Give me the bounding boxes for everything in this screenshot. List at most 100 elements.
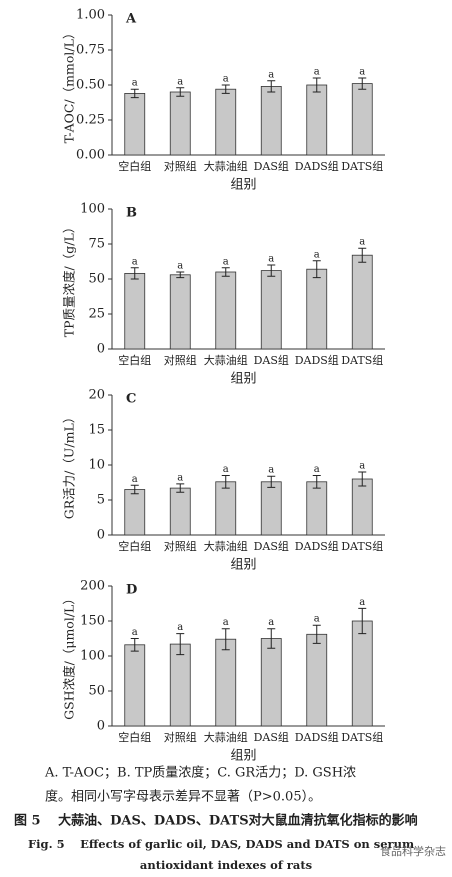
x-tick-label: DATS组 <box>341 159 383 173</box>
error-bar <box>358 77 367 90</box>
x-tick-label: 对照组 <box>164 353 197 367</box>
significance-letter: a <box>268 254 274 265</box>
bar <box>351 478 373 536</box>
x-tick-label: DATS组 <box>341 353 383 367</box>
x-tick-label: 空白组 <box>118 730 151 744</box>
significance-letter: a <box>359 67 365 78</box>
y-axis-label: TP质量浓度/（g/L） <box>62 221 77 337</box>
y-tick-label: 0 <box>97 342 105 357</box>
y-tick-label: 100 <box>80 649 105 664</box>
error-bar <box>221 267 230 277</box>
significance-letter: a <box>223 74 229 85</box>
significance-letter: a <box>177 261 183 272</box>
error-bar <box>312 624 321 644</box>
panel-letter: C <box>126 392 136 407</box>
error-bar <box>130 267 139 280</box>
x-tick-label: DADS组 <box>295 730 339 744</box>
x-tick-label: DADS组 <box>295 539 339 553</box>
y-tick-label: 0 <box>97 719 105 734</box>
x-tick-label: 对照组 <box>164 730 197 744</box>
bar <box>124 272 146 350</box>
bar <box>215 638 237 727</box>
error-bar <box>267 475 276 488</box>
x-tick-label: 对照组 <box>164 159 197 173</box>
watermark: 食品科学杂志 <box>380 844 446 858</box>
x-tick-label: DATS组 <box>341 539 383 553</box>
bar <box>306 481 328 536</box>
y-axis-label: T-AOC/（mmol/L） <box>62 27 77 144</box>
significance-letter: a <box>177 76 183 87</box>
x-tick-label: 大蒜油组 <box>204 159 248 173</box>
bar <box>124 644 146 727</box>
y-tick-label: 10 <box>88 458 105 473</box>
significance-letter: a <box>359 597 365 608</box>
significance-letter: a <box>132 78 138 89</box>
error-bar <box>358 471 367 487</box>
bar <box>306 84 328 156</box>
error-bar <box>221 84 230 94</box>
figure-title-en: Fig. 5 Effects of garlic oil, DAS, DADS … <box>28 837 414 851</box>
y-tick-label: 20 <box>88 388 105 403</box>
bar <box>260 270 282 350</box>
error-bar <box>221 628 230 651</box>
x-tick-label: 空白组 <box>118 353 151 367</box>
caption-line: A. T-AOC；B. TP质量浓度；C. GR活力；D. GSH浓 <box>44 765 356 781</box>
significance-letter: a <box>223 464 229 475</box>
error-bar <box>358 607 367 635</box>
x-tick-label: 大蒜油组 <box>204 730 248 744</box>
significance-letter: a <box>268 465 274 476</box>
bar <box>306 633 328 727</box>
significance-letter: a <box>314 464 320 475</box>
significance-letter: a <box>268 69 274 80</box>
error-bar <box>312 260 321 279</box>
significance-letter: a <box>314 614 320 625</box>
x-tick-label: 空白组 <box>118 539 151 553</box>
y-tick-label: 0 <box>97 528 105 543</box>
significance-letter: a <box>359 461 365 472</box>
error-bar <box>130 484 139 495</box>
y-tick-label: 0.75 <box>76 43 105 58</box>
bar <box>124 489 146 536</box>
error-bar <box>267 80 276 93</box>
bar <box>169 91 191 156</box>
significance-letter: a <box>359 237 365 248</box>
bar <box>169 274 191 350</box>
significance-letter: a <box>132 256 138 267</box>
y-tick-label: 150 <box>80 614 105 629</box>
error-bar <box>267 264 276 277</box>
y-axis-label: GSH浓度/（μmol/L） <box>62 592 77 720</box>
significance-letter: a <box>223 256 229 267</box>
y-tick-label: 0.00 <box>76 148 105 163</box>
x-tick-label: 大蒜油组 <box>204 539 248 553</box>
error-bar <box>221 475 230 489</box>
x-tick-label: 对照组 <box>164 539 197 553</box>
error-bar <box>312 77 321 93</box>
figure-title-en: antioxidant indexes of rats <box>140 858 312 872</box>
caption-line: 度。相同小写字母表示差异不显著（P>0.05）。 <box>45 789 321 805</box>
significance-letter: a <box>132 474 138 485</box>
significance-letter: a <box>177 622 183 633</box>
y-tick-label: 50 <box>88 684 105 699</box>
x-axis-label: 组别 <box>230 749 256 764</box>
significance-letter: a <box>268 617 274 628</box>
figure-title-cn: 图 5 大蒜油、DAS、DADS、DATS对大鼠血清抗氧化指标的影响 <box>14 813 418 829</box>
y-tick-label: 0.25 <box>76 113 105 128</box>
significance-letter: a <box>177 472 183 483</box>
y-axis-label: GR活力/（U/mL） <box>62 411 77 520</box>
significance-letter: a <box>132 627 138 638</box>
error-bar <box>267 628 276 649</box>
bar <box>260 86 282 156</box>
y-tick-label: 50 <box>88 272 105 287</box>
bar <box>215 271 237 350</box>
bar <box>351 620 373 727</box>
y-tick-label: 200 <box>80 579 105 594</box>
bar <box>215 88 237 156</box>
error-bar <box>176 271 185 279</box>
panel-letter: D <box>126 583 137 598</box>
bar <box>169 487 191 536</box>
error-bar <box>130 88 139 99</box>
y-tick-label: 5 <box>97 493 105 508</box>
x-tick-label: DADS组 <box>295 159 339 173</box>
y-tick-label: 100 <box>80 202 105 217</box>
bar <box>169 643 191 727</box>
